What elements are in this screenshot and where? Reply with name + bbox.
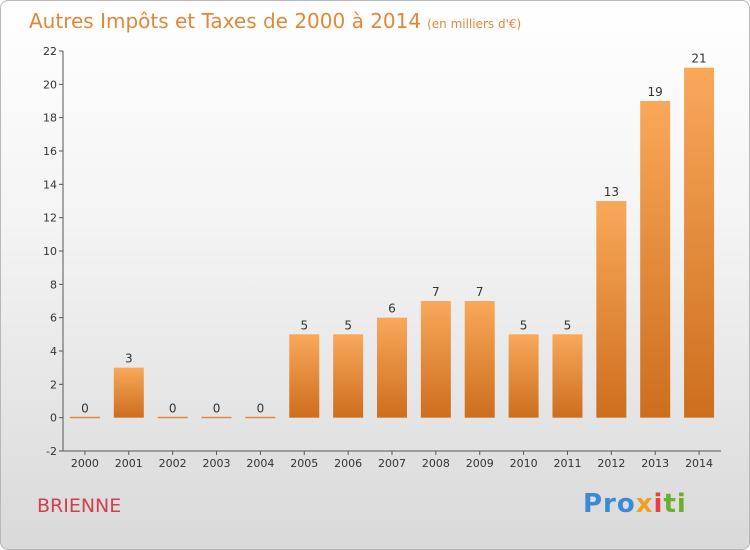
data-label: 0 xyxy=(257,402,265,416)
logo-part: x xyxy=(635,489,654,519)
logo-part: ti xyxy=(663,489,687,519)
chart-title: Autres Impôts et Taxes de 2000 à 2014 (en… xyxy=(29,9,521,33)
y-tick-label: 14 xyxy=(43,178,57,191)
bar xyxy=(201,416,232,419)
chart-title-main: Autres Impôts et Taxes de 2000 à 2014 xyxy=(29,9,422,33)
x-tick-label: 2001 xyxy=(115,457,143,470)
y-tick-label: 12 xyxy=(43,212,57,225)
data-label: 19 xyxy=(648,85,663,99)
data-label: 7 xyxy=(432,285,440,299)
y-tick-label: 16 xyxy=(43,145,57,158)
bar xyxy=(596,201,627,418)
y-tick-label: 10 xyxy=(43,245,57,258)
bar xyxy=(420,301,451,418)
x-tick-label: 2000 xyxy=(71,457,99,470)
data-label: 0 xyxy=(169,402,177,416)
data-label: 0 xyxy=(213,402,221,416)
data-label: 5 xyxy=(300,318,308,332)
y-tick-label: 20 xyxy=(43,78,57,91)
bar xyxy=(464,301,495,418)
data-label: 6 xyxy=(388,302,396,316)
bar xyxy=(113,367,144,418)
y-tick-label: 18 xyxy=(43,112,57,125)
bar xyxy=(157,416,188,419)
y-tick-label: 2 xyxy=(50,378,57,391)
y-tick-label: 6 xyxy=(50,312,57,325)
data-label: 5 xyxy=(520,318,528,332)
y-tick-label: -2 xyxy=(46,445,57,458)
proxiti-logo: Proxiti xyxy=(583,489,687,519)
y-tick-label: 22 xyxy=(43,45,57,58)
bar xyxy=(333,334,364,418)
value-labels: 0 3 0 0 0 5 5 6 7 7 5 5 13 19 21 xyxy=(81,52,707,416)
bar xyxy=(289,334,320,418)
y-tick-label: 4 xyxy=(50,345,57,358)
bar xyxy=(377,317,407,418)
logo-part: Pro xyxy=(583,489,636,519)
bar xyxy=(245,416,276,419)
data-label: 13 xyxy=(604,185,619,199)
x-tick-label: 2003 xyxy=(203,457,231,470)
bar xyxy=(684,67,715,418)
y-tick-label: 8 xyxy=(50,278,57,291)
data-label: 5 xyxy=(344,318,352,332)
data-label: 0 xyxy=(81,402,89,416)
x-tick-label: 2011 xyxy=(553,457,581,470)
x-tick-label: 2010 xyxy=(510,457,538,470)
data-label: 7 xyxy=(476,285,484,299)
data-label: 21 xyxy=(691,52,706,66)
logo-part: i xyxy=(653,489,664,519)
chart-title-unit: (en milliers d'€) xyxy=(427,17,522,31)
bar xyxy=(69,416,100,419)
bars xyxy=(69,67,715,419)
x-tick-label: 2013 xyxy=(641,457,669,470)
x-tick-label: 2014 xyxy=(685,457,713,470)
bar xyxy=(552,334,583,418)
x-tick-label: 2009 xyxy=(466,457,494,470)
data-label: 5 xyxy=(564,318,572,332)
commune-name: BRIENNE xyxy=(37,495,122,517)
x-tick-label: 2008 xyxy=(422,457,450,470)
axes: -2 0 2 4 6 8 10 12 14 16 18 20 22 2000 2001 2002 2003 200… xyxy=(43,45,721,470)
y-tick-label: 0 xyxy=(50,412,57,425)
x-tick-label: 2005 xyxy=(290,457,318,470)
x-tick-label: 2006 xyxy=(334,457,362,470)
bar xyxy=(508,334,539,418)
bar xyxy=(640,101,671,418)
x-tick-label: 2004 xyxy=(246,457,274,470)
x-tick-label: 2012 xyxy=(597,457,625,470)
x-tick-label: 2002 xyxy=(159,457,187,470)
data-label: 3 xyxy=(125,352,133,366)
x-tick-label: 2007 xyxy=(378,457,406,470)
